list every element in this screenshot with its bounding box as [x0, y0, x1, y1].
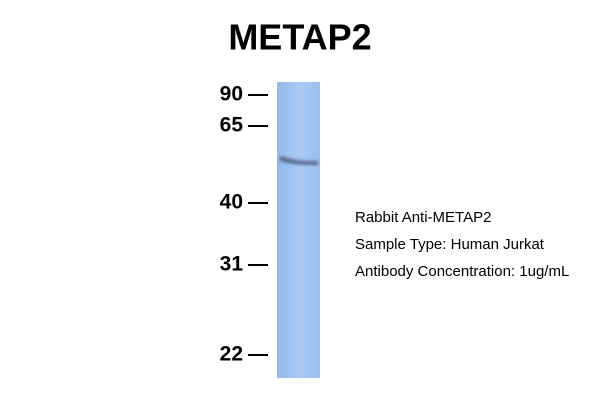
marker-label: 40	[220, 191, 243, 214]
marker-label: 22	[220, 343, 243, 366]
annotation-line: Antibody Concentration: 1ug/mL	[355, 263, 569, 280]
marker-label: 65	[220, 114, 244, 137]
blot-lane	[277, 82, 320, 378]
title: METAP2	[228, 17, 371, 58]
marker-label: 31	[220, 253, 244, 276]
annotation-line: Sample Type: Human Jurkat	[355, 236, 545, 253]
annotation-line: Rabbit Anti-METAP2	[355, 209, 491, 226]
protein-band	[280, 156, 318, 166]
marker-label: 90	[220, 83, 243, 106]
